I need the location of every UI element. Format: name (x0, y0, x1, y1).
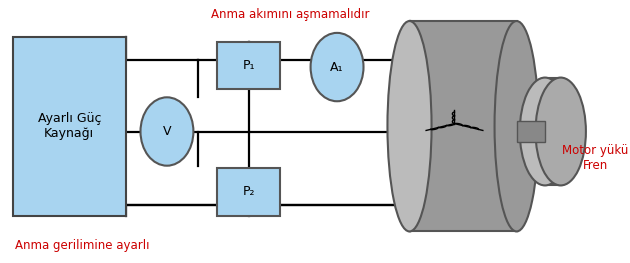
FancyBboxPatch shape (517, 121, 545, 142)
Text: P₂: P₂ (243, 185, 255, 199)
FancyBboxPatch shape (410, 21, 517, 231)
FancyBboxPatch shape (217, 168, 280, 216)
Ellipse shape (387, 21, 432, 231)
Text: V: V (163, 125, 171, 138)
FancyBboxPatch shape (13, 37, 126, 216)
FancyBboxPatch shape (217, 42, 280, 89)
Text: P₁: P₁ (243, 59, 255, 72)
Text: Ayarlı Güç
Kaynağı: Ayarlı Güç Kaynağı (38, 112, 101, 140)
Ellipse shape (520, 78, 570, 185)
Text: Anma gerilimine ayarlı: Anma gerilimine ayarlı (14, 240, 149, 252)
Text: Anma akımını aşmamalıdır: Anma akımını aşmamalıdır (210, 8, 369, 21)
Text: A₁: A₁ (330, 60, 344, 74)
Ellipse shape (536, 78, 586, 185)
Text: Motor yükü
Fren: Motor yükü Fren (562, 144, 629, 172)
Ellipse shape (311, 33, 364, 101)
FancyBboxPatch shape (545, 78, 561, 185)
Ellipse shape (495, 21, 539, 231)
Ellipse shape (140, 97, 193, 166)
